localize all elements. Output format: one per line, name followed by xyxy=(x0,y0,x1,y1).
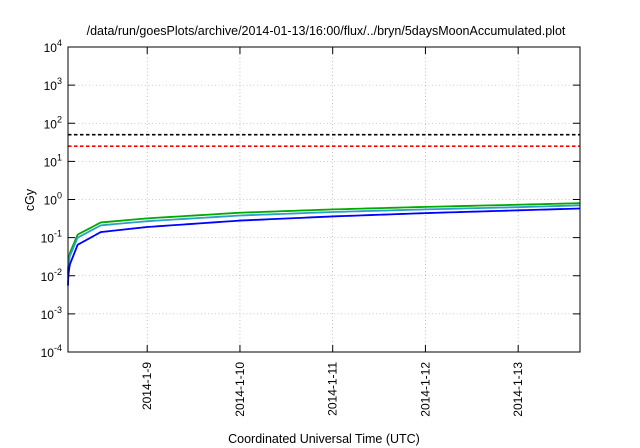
x-tick-label: 2014-1-9 xyxy=(140,362,154,410)
grid xyxy=(68,47,580,352)
y-tick-label: 102 xyxy=(44,114,62,131)
x-axis: 2014-1-9 2014-1-10 2014-1-11 2014-1-12 2014-… xyxy=(140,47,525,417)
threshold-lines xyxy=(68,133,580,148)
series-line xyxy=(67,202,581,275)
x-tick-label: 2014-1-13 xyxy=(511,362,525,417)
y-axis: 10-4 10-3 10-2 10-1 100 101 102 103 104 xyxy=(41,38,580,360)
x-tick-label: 2014-1-11 xyxy=(326,362,340,416)
y-tick-label: 10-2 xyxy=(41,267,62,284)
y-tick-label: 10-1 xyxy=(41,229,62,246)
series-line xyxy=(67,207,581,286)
series-lines xyxy=(67,202,581,286)
y-tick-label: 104 xyxy=(44,38,62,55)
y-tick-label: 101 xyxy=(44,152,62,169)
y-tick-label: 100 xyxy=(44,191,62,208)
y-tick-label: 103 xyxy=(44,76,62,93)
chart-title: /data/run/goesPlots/archive/2014-01-13/1… xyxy=(87,24,566,38)
y-axis-title: cGy xyxy=(23,188,37,211)
y-tick-label: 10-4 xyxy=(41,343,62,360)
x-axis-title: Coordinated Universal Time (UTC) xyxy=(228,432,420,446)
x-tick-label: 2014-1-12 xyxy=(418,362,432,417)
x-tick-label: 2014-1-10 xyxy=(233,362,247,417)
series-line xyxy=(67,204,581,278)
y-tick-label: 10-3 xyxy=(41,305,62,322)
